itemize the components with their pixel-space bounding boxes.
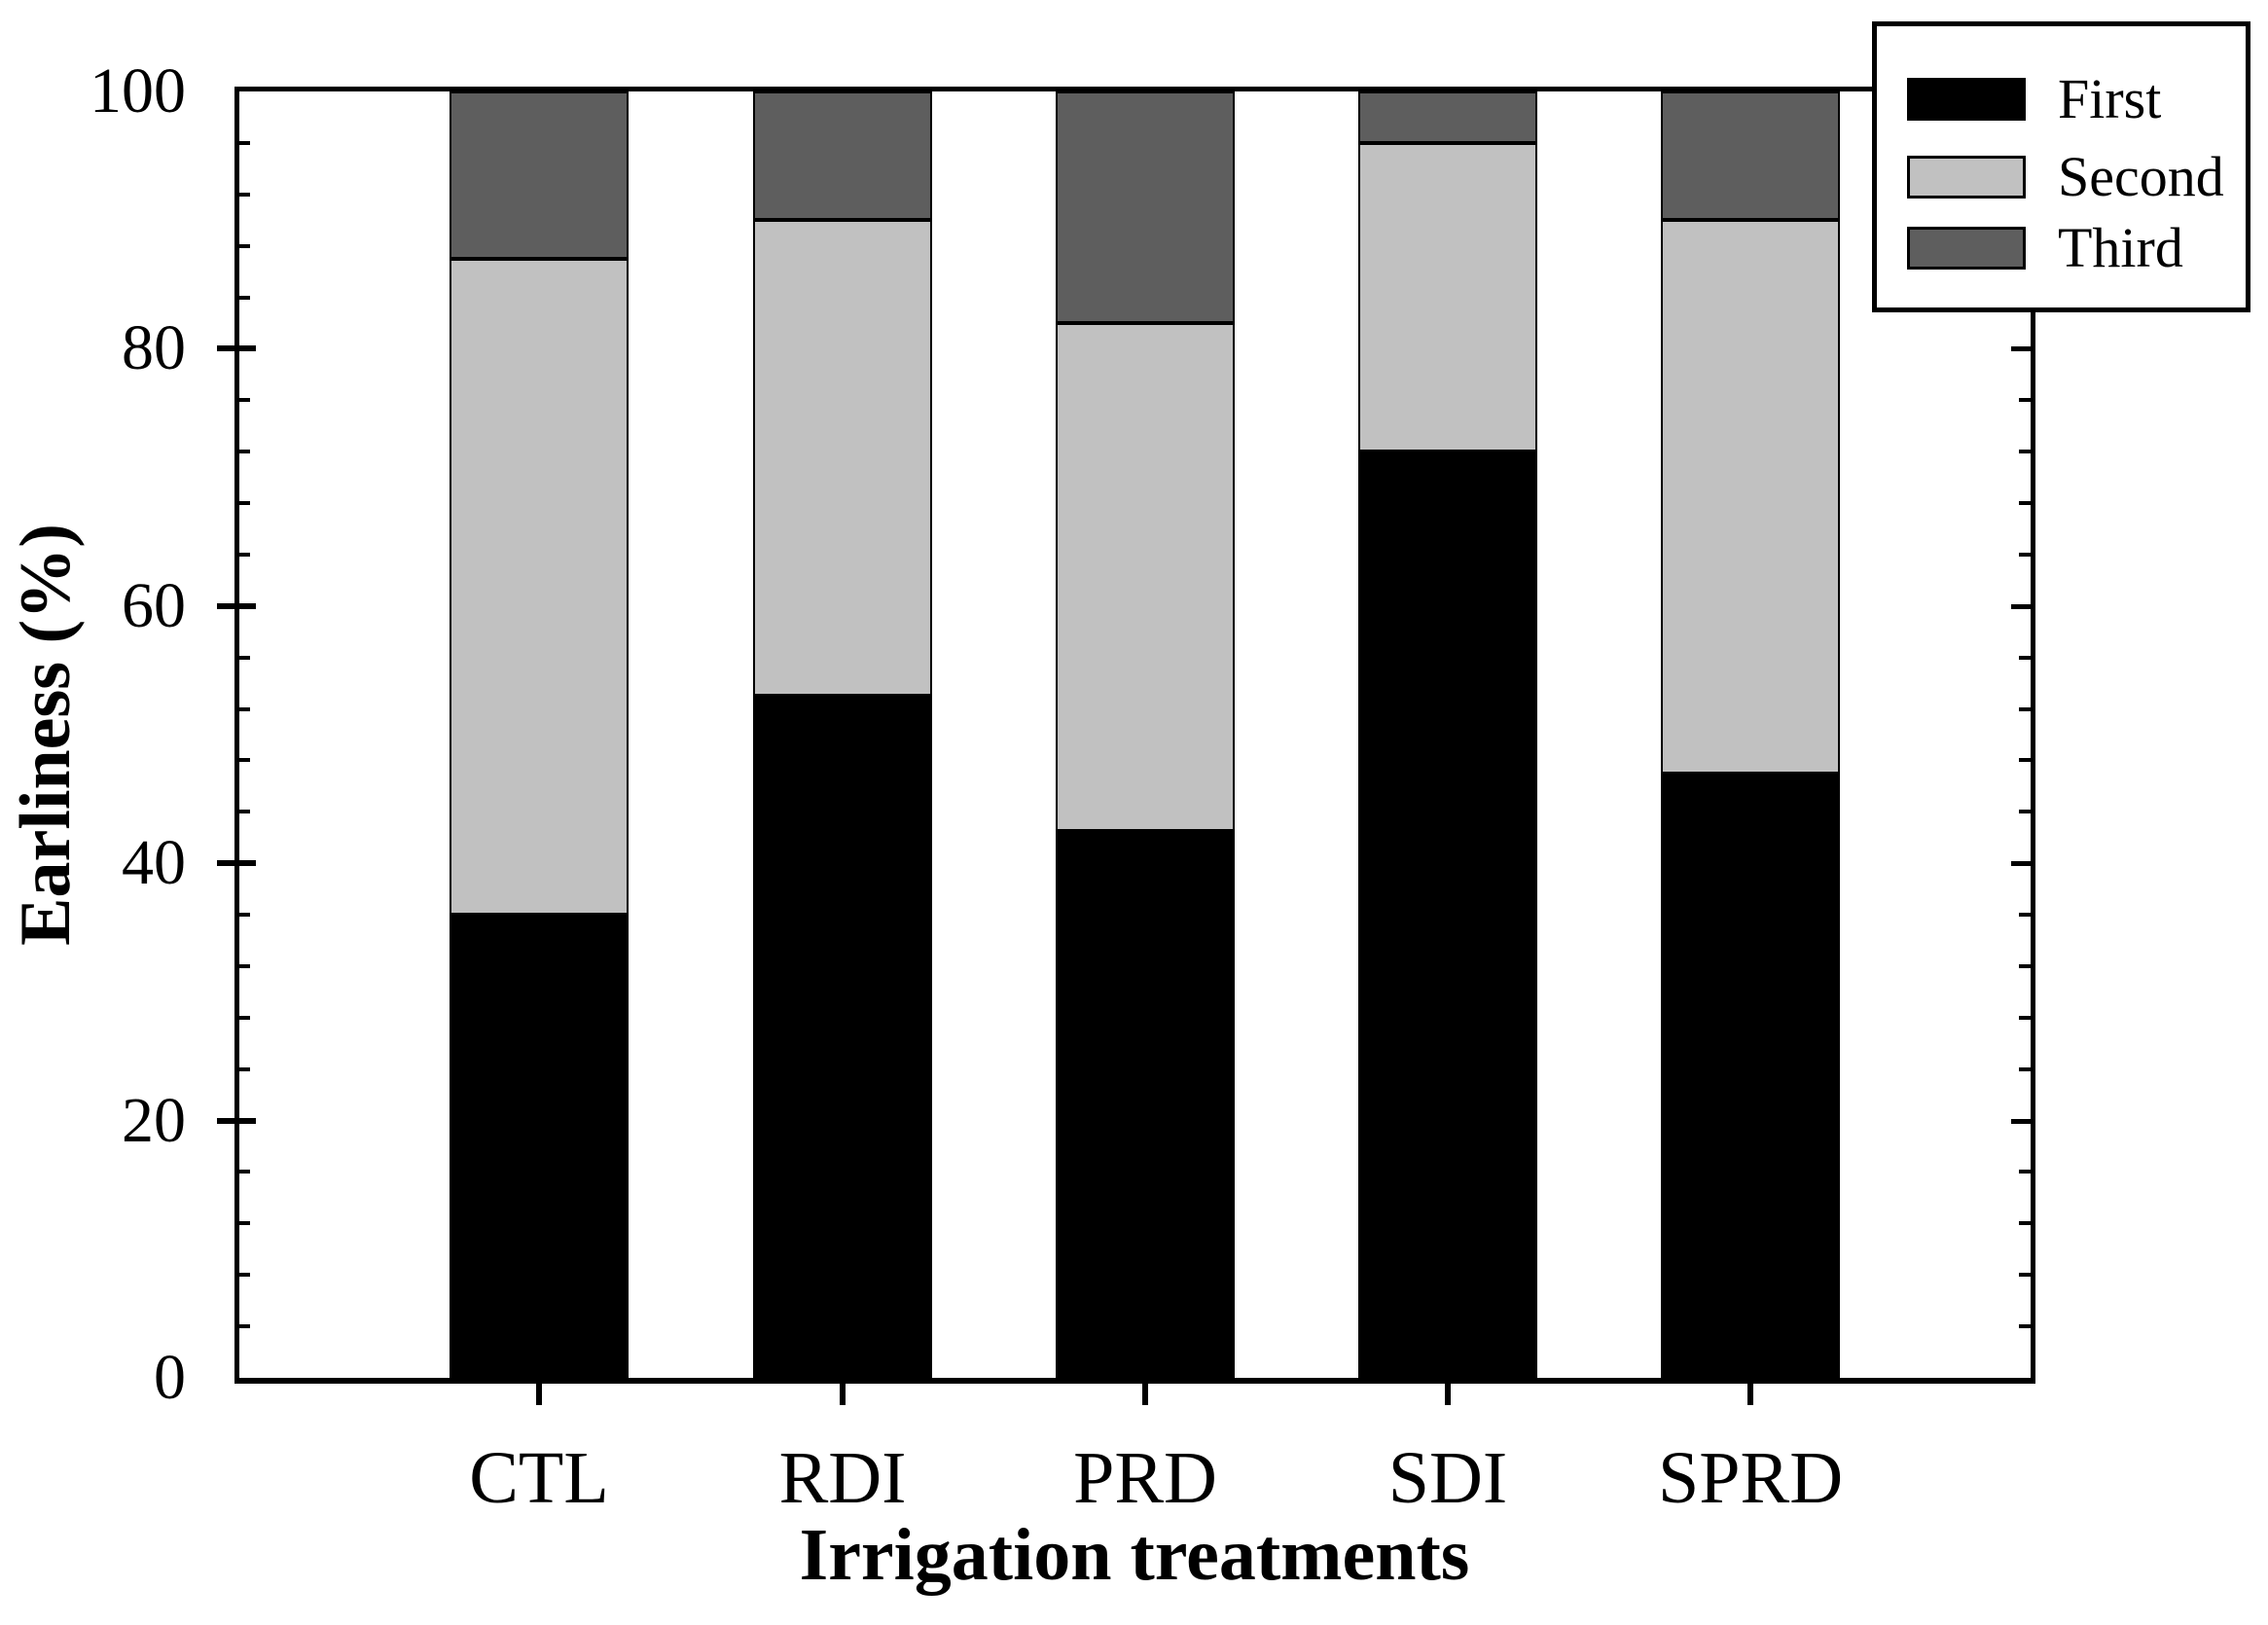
x-axis-tick xyxy=(1141,1384,1148,1405)
legend-swatch-second xyxy=(1907,156,2026,199)
y-axis-minor-tick xyxy=(239,243,250,248)
x-axis-tick xyxy=(535,1384,542,1405)
y-axis-major-tick xyxy=(217,860,256,867)
right-axis-major-tick xyxy=(2011,346,2031,352)
bar-ctl xyxy=(449,91,629,1378)
x-axis-tick xyxy=(1444,1384,1451,1405)
y-axis-minor-tick xyxy=(239,192,250,197)
x-axis-tick xyxy=(1747,1384,1754,1405)
bar-rdi xyxy=(753,91,933,1378)
y-axis-minor-tick xyxy=(239,963,250,968)
right-axis-minor-tick xyxy=(2019,1015,2031,1020)
y-tick-label: 80 xyxy=(122,312,186,384)
y-tick-label: 60 xyxy=(122,569,186,641)
y-axis-minor-tick xyxy=(239,1273,250,1278)
bar-segment-first xyxy=(1357,451,1537,1378)
y-tick-label: 20 xyxy=(122,1084,186,1156)
y-axis-minor-tick xyxy=(239,913,250,918)
right-axis-major-tick xyxy=(2011,603,2031,609)
legend-item-first: First xyxy=(1907,67,2162,130)
right-axis-minor-tick xyxy=(2019,810,2031,814)
bar-segment-second xyxy=(1357,142,1537,452)
bar-segment-first xyxy=(1055,831,1235,1378)
y-axis-minor-tick xyxy=(239,295,250,300)
y-axis-major-tick xyxy=(217,1117,256,1124)
x-axis-tick xyxy=(840,1384,846,1405)
legend-label: Second xyxy=(2058,145,2224,208)
x-category-label: PRD xyxy=(1073,1437,1217,1519)
right-axis-minor-tick xyxy=(2019,552,2031,557)
y-axis-minor-tick xyxy=(239,1324,250,1329)
legend-item-second: Second xyxy=(1907,145,2224,208)
bar-segment-first xyxy=(1661,773,1841,1378)
right-axis-minor-tick xyxy=(2019,398,2031,403)
y-axis-major-tick xyxy=(217,602,256,609)
legend-label: Third xyxy=(2058,216,2183,279)
x-axis-title: Irrigation treatments xyxy=(799,1514,1470,1596)
y-axis-minor-tick xyxy=(239,450,250,454)
right-axis-minor-tick xyxy=(2019,913,2031,918)
bar-segment-third xyxy=(1055,91,1235,323)
right-axis-minor-tick xyxy=(2019,1170,2031,1174)
y-axis-minor-tick xyxy=(239,1170,250,1174)
y-axis-minor-tick xyxy=(239,655,250,660)
bar-segment-second xyxy=(1661,220,1841,774)
right-axis-minor-tick xyxy=(2019,450,2031,454)
bar-segment-first xyxy=(753,696,933,1378)
y-axis-minor-tick xyxy=(239,140,250,145)
y-tick-label: 0 xyxy=(154,1342,186,1413)
bar-segment-first xyxy=(449,915,629,1378)
legend-swatch-third xyxy=(1907,227,2026,270)
x-category-label: SDI xyxy=(1387,1437,1508,1519)
bar-segment-second xyxy=(1055,322,1235,832)
y-axis-minor-tick xyxy=(239,552,250,557)
right-axis-minor-tick xyxy=(2019,655,2031,660)
plot-area: Earliness (%) Irrigation treatments CTL R… xyxy=(6,59,2035,1594)
y-axis-minor-tick xyxy=(239,706,250,711)
right-axis-minor-tick xyxy=(2019,963,2031,968)
bar-segment-third xyxy=(1661,91,1841,221)
legend: First Second Third xyxy=(1872,21,2250,312)
bar-segment-third xyxy=(449,91,629,259)
y-axis-minor-tick xyxy=(239,810,250,814)
right-axis-minor-tick xyxy=(2019,758,2031,763)
legend-label: First xyxy=(2058,67,2162,130)
right-axis-minor-tick xyxy=(2019,1273,2031,1278)
right-axis-minor-tick xyxy=(2019,1221,2031,1226)
y-axis-minor-tick xyxy=(239,1015,250,1020)
right-axis-minor-tick xyxy=(2019,1066,2031,1071)
right-axis-minor-tick xyxy=(2019,1324,2031,1329)
y-axis-minor-tick xyxy=(239,1066,250,1071)
bar-segment-third xyxy=(1357,91,1537,143)
bar-segment-third xyxy=(753,91,933,221)
bar-sprd xyxy=(1661,91,1841,1378)
right-axis-minor-tick xyxy=(2019,706,2031,711)
y-axis-minor-tick xyxy=(239,398,250,403)
y-axis-minor-tick xyxy=(239,758,250,763)
right-axis-major-tick xyxy=(2011,861,2031,867)
y-tick-label: 40 xyxy=(122,827,186,899)
x-category-label: CTL xyxy=(469,1437,609,1519)
bar-segment-second xyxy=(753,220,933,697)
y-tick-label: 100 xyxy=(90,55,186,126)
bar-segment-second xyxy=(449,258,629,916)
y-axis-minor-tick xyxy=(239,1221,250,1226)
bar-prd xyxy=(1055,91,1235,1378)
bar-sdi xyxy=(1357,91,1537,1378)
x-category-label: SPRD xyxy=(1658,1437,1844,1519)
legend-swatch-first xyxy=(1907,78,2026,121)
y-axis-major-tick xyxy=(217,345,256,352)
y-axis-title: Earliness (%) xyxy=(6,524,86,946)
legend-item-third: Third xyxy=(1907,216,2183,279)
y-axis-minor-tick xyxy=(239,501,250,506)
right-axis-minor-tick xyxy=(2019,501,2031,506)
right-axis-major-tick xyxy=(2011,1118,2031,1124)
x-category-label: RDI xyxy=(778,1437,907,1519)
